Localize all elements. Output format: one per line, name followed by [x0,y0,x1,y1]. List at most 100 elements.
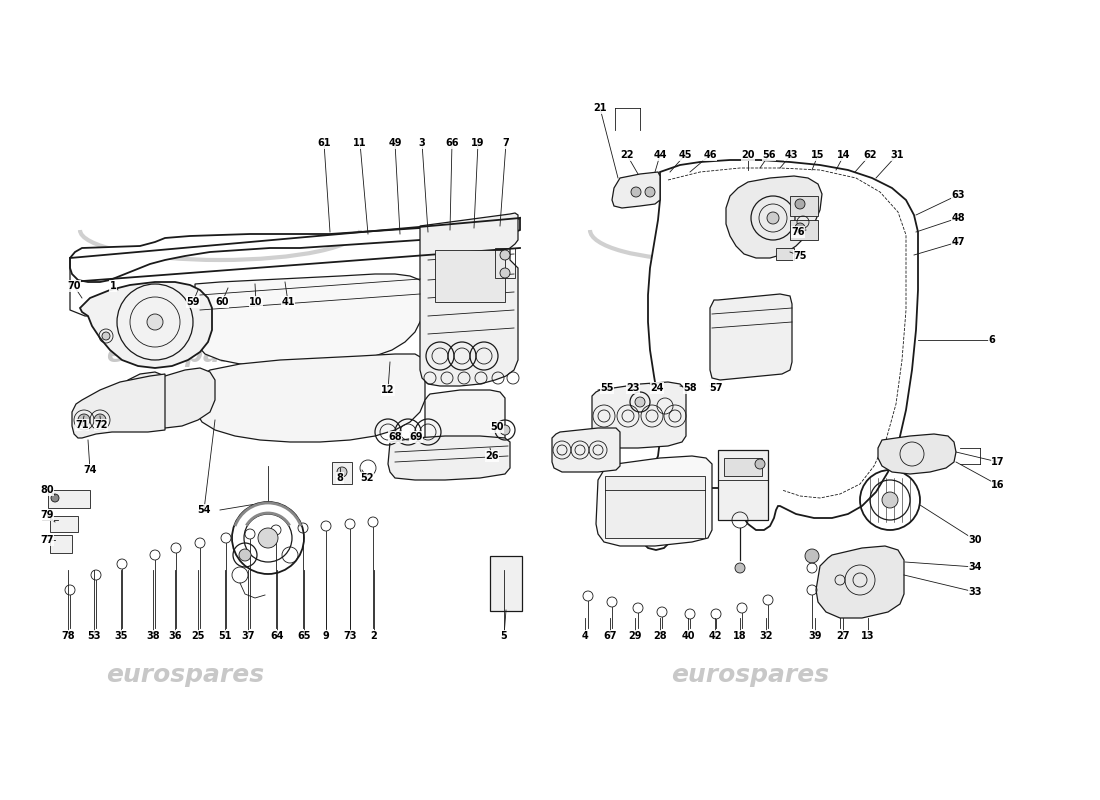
Circle shape [882,492,898,508]
Bar [490,556,522,611]
Text: 59: 59 [186,297,200,307]
Text: 67: 67 [603,631,617,641]
Polygon shape [596,456,712,546]
Polygon shape [612,172,660,208]
Circle shape [795,223,805,233]
Text: 4: 4 [582,631,588,641]
Text: 61: 61 [317,138,331,148]
Text: 56: 56 [762,150,776,160]
Polygon shape [194,354,425,442]
Circle shape [102,332,110,340]
Text: 80: 80 [41,485,54,495]
Text: 15: 15 [812,150,825,160]
Text: eurospares: eurospares [671,663,829,687]
Text: 13: 13 [861,631,875,641]
Text: 16: 16 [991,480,1004,490]
Text: 42: 42 [708,631,722,641]
Circle shape [500,250,510,260]
Text: 19: 19 [471,138,485,148]
Text: 39: 39 [808,631,822,641]
Polygon shape [388,436,510,480]
Text: 14: 14 [837,150,850,160]
Text: 46: 46 [703,150,717,160]
Text: 8: 8 [337,473,343,483]
Text: 25: 25 [191,631,205,641]
Text: 34: 34 [968,562,981,572]
Polygon shape [726,176,822,258]
Text: 17: 17 [991,457,1004,467]
Bar [718,450,768,520]
Polygon shape [425,390,505,462]
Polygon shape [878,434,956,474]
Text: 26: 26 [485,451,498,461]
Text: 70: 70 [67,281,80,291]
Circle shape [735,563,745,573]
Text: 10: 10 [250,297,263,307]
Text: 18: 18 [734,631,747,641]
Text: 64: 64 [271,631,284,641]
Circle shape [147,314,163,330]
Polygon shape [122,368,214,428]
Text: 44: 44 [653,150,667,160]
Text: 60: 60 [216,297,229,307]
Polygon shape [72,374,165,438]
Text: 49: 49 [388,138,401,148]
Text: 6: 6 [989,335,996,345]
Text: 40: 40 [681,631,695,641]
Text: 11: 11 [353,138,366,148]
Circle shape [805,549,820,563]
Polygon shape [420,213,518,386]
Text: 23: 23 [626,383,640,393]
Bar [434,250,505,302]
Text: 66: 66 [446,138,459,148]
Text: 33: 33 [968,587,981,597]
Text: 5: 5 [500,631,507,641]
Text: eurospares: eurospares [671,343,829,367]
Text: 78: 78 [62,631,75,641]
Bar [776,248,794,260]
Bar [495,248,515,278]
Text: 48: 48 [952,213,965,223]
Text: 41: 41 [282,297,295,307]
Circle shape [78,414,90,426]
Text: 65: 65 [297,631,310,641]
Text: 20: 20 [741,150,755,160]
Polygon shape [636,160,918,550]
Text: 53: 53 [87,631,101,641]
Text: 43: 43 [784,150,798,160]
Bar [50,535,72,553]
Text: 76: 76 [791,227,805,237]
Bar [724,458,762,476]
Text: 27: 27 [836,631,849,641]
Text: 38: 38 [146,631,160,641]
Text: eurospares: eurospares [106,663,264,687]
Text: 36: 36 [168,631,182,641]
Circle shape [635,397,645,407]
Text: 28: 28 [653,631,667,641]
Text: 69: 69 [409,432,422,442]
Polygon shape [710,294,792,380]
Bar [790,220,818,240]
Text: 2: 2 [371,631,377,641]
Text: 1: 1 [110,281,117,291]
Circle shape [258,528,278,548]
Text: 37: 37 [241,631,255,641]
Text: 79: 79 [41,510,54,520]
Text: 73: 73 [343,631,356,641]
Polygon shape [70,218,520,282]
Bar [790,196,818,216]
Text: 35: 35 [114,631,128,641]
Text: 21: 21 [593,103,607,113]
Text: 75: 75 [793,251,806,261]
Text: 77: 77 [41,535,54,545]
Text: 30: 30 [968,535,981,545]
Text: 24: 24 [650,383,663,393]
Text: 55: 55 [601,383,614,393]
Text: 68: 68 [388,432,401,442]
Text: eurospares: eurospares [106,343,264,367]
Text: 45: 45 [679,150,692,160]
Text: 12: 12 [382,385,395,395]
Circle shape [94,414,106,426]
Circle shape [645,187,654,197]
Polygon shape [592,382,686,448]
